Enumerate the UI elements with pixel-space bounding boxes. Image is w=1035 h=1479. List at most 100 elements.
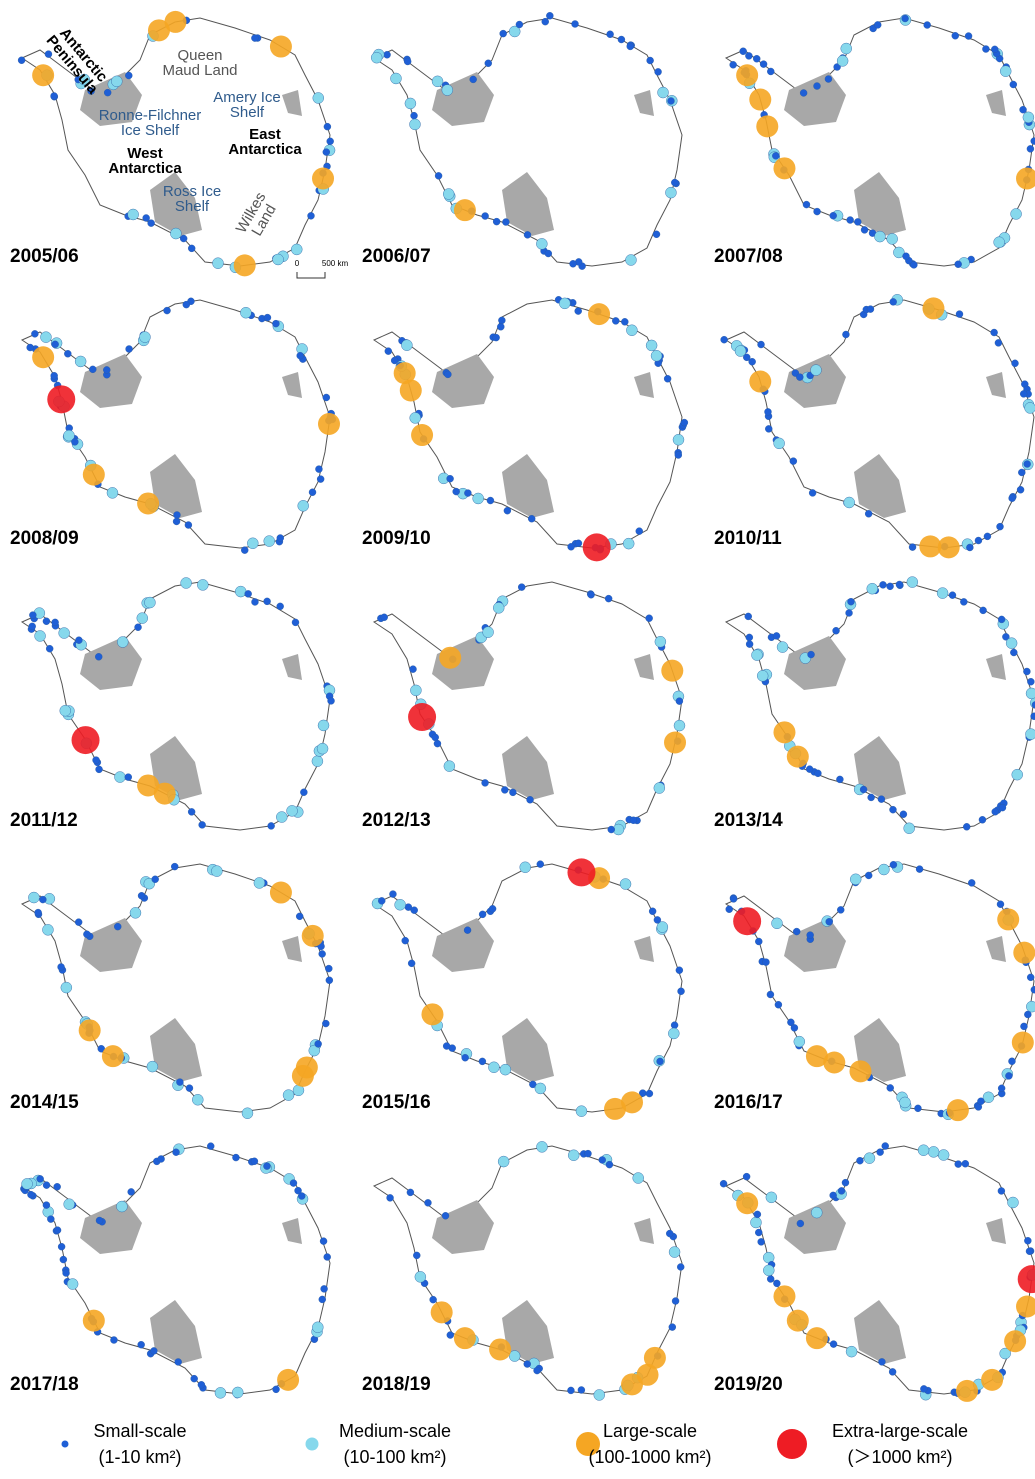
calving-event: [998, 803, 1007, 812]
calving-event: [964, 32, 973, 40]
calving-event: [311, 755, 324, 767]
calving-event: [233, 254, 256, 277]
calving-event: [319, 1237, 328, 1245]
calving-event: [813, 207, 821, 216]
calving-event: [536, 1141, 548, 1153]
calving-event: [42, 617, 51, 625]
year-label: 2005/06: [10, 246, 79, 267]
calving-event: [244, 590, 252, 598]
calving-event: [63, 429, 75, 442]
calving-event: [378, 897, 386, 905]
calving-event: [772, 152, 780, 160]
calving-event: [137, 892, 146, 900]
calving-event: [50, 372, 58, 380]
calving-event: [431, 75, 444, 88]
calving-event: [431, 733, 439, 742]
calving-event: [772, 632, 781, 640]
calving-event: [1024, 1010, 1032, 1019]
calving-event: [95, 765, 103, 774]
calving-event: [786, 745, 809, 768]
calving-event: [1011, 359, 1019, 368]
calving-event: [836, 55, 849, 67]
calving-event: [879, 581, 887, 589]
year-label: 2015/16: [362, 1092, 431, 1113]
ice-shelf: [432, 918, 494, 972]
calving-event: [295, 1056, 318, 1079]
calving-event: [51, 340, 59, 349]
calving-event: [64, 350, 72, 358]
calving-event: [134, 623, 142, 631]
calving-event: [567, 1386, 575, 1395]
calving-event: [621, 318, 629, 326]
ice-shelf: [986, 90, 1006, 116]
calving-event: [829, 212, 837, 220]
calving-event: [282, 1089, 295, 1101]
calving-event: [36, 1175, 44, 1183]
calving-event: [481, 779, 489, 787]
calving-event: [793, 1035, 806, 1048]
calving-event: [574, 307, 582, 315]
ice-shelf: [150, 1018, 202, 1082]
map-panel: 2018/19: [362, 1141, 685, 1401]
calving-event: [212, 257, 224, 269]
calving-event: [680, 418, 689, 427]
calving-event: [886, 582, 894, 591]
calving-event: [297, 500, 309, 512]
calving-event: [301, 924, 324, 947]
calving-event: [413, 1251, 421, 1260]
calving-event: [408, 703, 437, 732]
calving-event: [598, 1156, 606, 1164]
year-label: 2011/12: [10, 810, 78, 831]
calving-event: [433, 739, 442, 748]
ice-shelf: [282, 372, 302, 398]
calving-event: [410, 684, 422, 697]
calving-event: [874, 21, 882, 29]
calving-event: [172, 1148, 180, 1156]
calving-event: [478, 910, 487, 919]
calving-event: [272, 253, 284, 266]
calving-event: [903, 822, 915, 834]
continent: [372, 17, 683, 267]
calving-event: [749, 88, 772, 111]
calving-event: [917, 1144, 930, 1156]
calving-event: [677, 1263, 685, 1271]
calving-event: [87, 87, 95, 95]
calving-event: [207, 1142, 215, 1150]
calving-event: [519, 861, 531, 873]
ice-shelf: [80, 1200, 142, 1254]
calving-event: [808, 489, 817, 497]
calving-event: [765, 1191, 778, 1204]
calving-event: [636, 1363, 659, 1386]
calving-event: [142, 214, 150, 222]
calving-event: [776, 641, 789, 653]
calving-event: [799, 89, 808, 97]
ice-shelf: [282, 654, 302, 680]
calving-event: [773, 1285, 796, 1308]
calving-event: [518, 583, 526, 591]
calving-event: [442, 1042, 451, 1050]
calving-event: [605, 1160, 614, 1169]
calving-event: [888, 1368, 897, 1376]
calving-event: [906, 576, 919, 588]
calving-event: [179, 234, 188, 243]
calving-event: [197, 579, 209, 591]
calving-event: [787, 1018, 795, 1027]
calving-event: [82, 1309, 105, 1332]
calving-event: [187, 244, 196, 253]
calving-event: [1019, 106, 1027, 114]
calving-event: [968, 879, 976, 887]
calving-event: [979, 606, 987, 615]
calving-event: [914, 1104, 922, 1113]
year-label: 2016/17: [714, 1092, 783, 1113]
calving-event: [536, 238, 548, 250]
calving-event: [499, 1063, 512, 1076]
calving-event: [1011, 1031, 1034, 1054]
ice-shelf: [80, 72, 142, 126]
calving-event: [1025, 1247, 1034, 1255]
calving-event: [927, 1146, 940, 1158]
calving-event: [136, 612, 148, 624]
legend-name: Medium-scale: [339, 1421, 451, 1441]
